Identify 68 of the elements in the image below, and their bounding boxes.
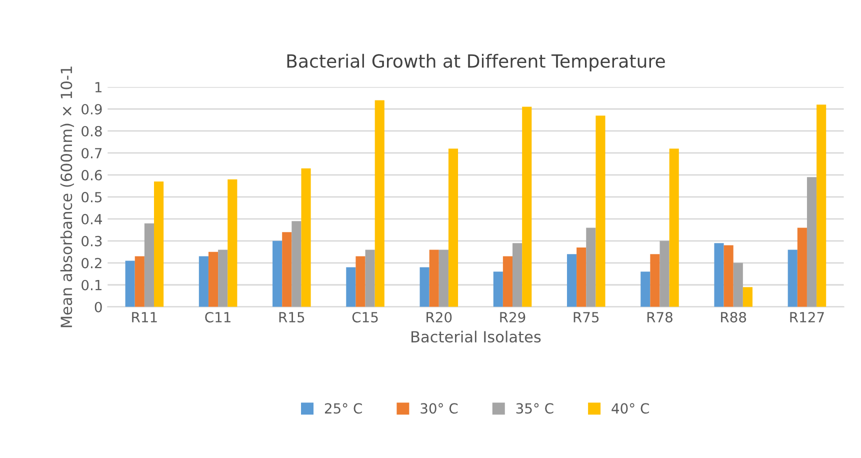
x-tick-label: C11 [205,312,230,322]
y-tick-label: 0.4 [82,214,102,224]
bar [154,182,164,307]
bar [144,223,154,307]
x-tick-label: R88 [721,312,746,322]
bar [420,267,430,307]
bar [198,256,208,307]
bar [374,100,384,307]
legend-label: 40° C [612,403,649,414]
legend-label: 25° C [324,403,362,414]
bar [586,228,596,307]
bar [292,221,302,307]
y-tick-label: 0.5 [82,192,102,202]
y-tick-label: 0 [94,302,102,312]
x-tick-label: R20 [426,312,452,322]
bar [429,250,439,307]
bar [596,116,606,307]
y-tick-label: 0.1 [82,280,102,290]
bar [576,248,586,307]
bar [125,260,135,307]
bar [669,148,679,307]
bar [788,250,798,307]
legend-label: 30° C [420,403,458,414]
y-tick-label: 0.7 [82,148,102,158]
y-tick-label: 1 [95,82,102,92]
bar [742,287,752,307]
bar [438,250,448,307]
bar [493,272,503,307]
x-tick-label: C15 [352,312,378,322]
bar [724,245,734,307]
bar [346,267,356,307]
y-tick-label: 0.2 [82,258,102,268]
x-tick-label: R75 [574,312,599,322]
chart-title: Bacterial Growth at Different Temperature [287,54,665,72]
legend-label: 35° C [516,403,554,414]
y-tick-label: 0.3 [82,236,102,246]
bar [272,240,282,307]
bar [797,228,807,307]
y-tick-label: 0.9 [82,104,102,114]
x-tick-label: R11 [132,312,157,322]
x-tick-label: R15 [279,312,304,322]
bar [448,148,458,307]
x-tick-label: R78 [647,312,672,322]
bar [356,256,366,307]
bar [806,177,817,307]
bar [733,262,743,307]
bar [365,250,375,307]
bar [282,232,292,307]
bar [640,272,650,307]
bar [512,243,522,307]
bar [566,254,577,307]
bar [660,240,670,307]
bar [816,104,826,307]
bar [218,250,228,307]
bar [208,252,218,307]
bar [502,256,513,307]
bar [522,106,532,307]
bar [228,179,238,307]
y-tick-label: 0.6 [82,170,102,180]
bar [301,168,311,307]
y-tick-label: 0.8 [82,126,102,136]
x-tick-label: R127 [790,312,824,322]
bar [650,254,660,307]
bar [134,256,144,307]
x-tick-label: R29 [500,312,526,322]
bar [714,243,724,307]
x-axis-title: Bacterial Isolates [412,330,541,343]
y-axis-title: Mean absorbance (600nm) × 10-1 [60,66,74,328]
